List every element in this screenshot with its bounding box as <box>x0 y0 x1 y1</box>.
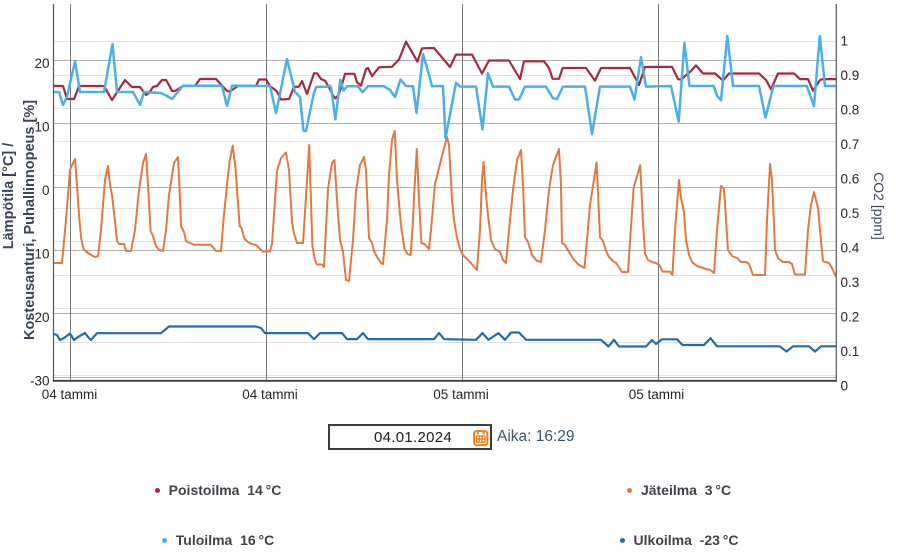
svg-text:04 tammi: 04 tammi <box>242 387 298 402</box>
svg-text:-10: -10 <box>30 247 50 262</box>
svg-text:0.2: 0.2 <box>841 310 860 325</box>
svg-text:-20: -20 <box>30 310 50 325</box>
svg-text:0.7: 0.7 <box>841 137 860 152</box>
svg-text:20: 20 <box>34 56 49 71</box>
svg-text:0.8: 0.8 <box>841 103 860 118</box>
svg-text:0.5: 0.5 <box>841 206 860 221</box>
svg-text:Lämpötila [°C] /: Lämpötila [°C] / <box>1 143 17 250</box>
svg-text:-30: -30 <box>30 374 50 389</box>
svg-text:04 tammi: 04 tammi <box>42 387 98 402</box>
svg-text:0.6: 0.6 <box>841 172 860 187</box>
svg-text:05 tammi: 05 tammi <box>629 387 685 402</box>
svg-text:Kosteusanturi, Puhallinnopeus: Kosteusanturi, Puhallinnopeus [%] <box>22 100 38 340</box>
svg-text:05 tammi: 05 tammi <box>433 387 489 402</box>
svg-text:0.3: 0.3 <box>841 275 860 290</box>
svg-text:0: 0 <box>42 183 50 198</box>
svg-text:0: 0 <box>841 378 849 393</box>
svg-text:10: 10 <box>34 120 49 135</box>
svg-text:0.4: 0.4 <box>841 241 860 256</box>
svg-text:CO2 [ppm]: CO2 [ppm] <box>871 172 887 240</box>
svg-text:1: 1 <box>841 34 849 49</box>
svg-text:0.1: 0.1 <box>841 344 860 359</box>
svg-text:0.9: 0.9 <box>841 68 860 83</box>
